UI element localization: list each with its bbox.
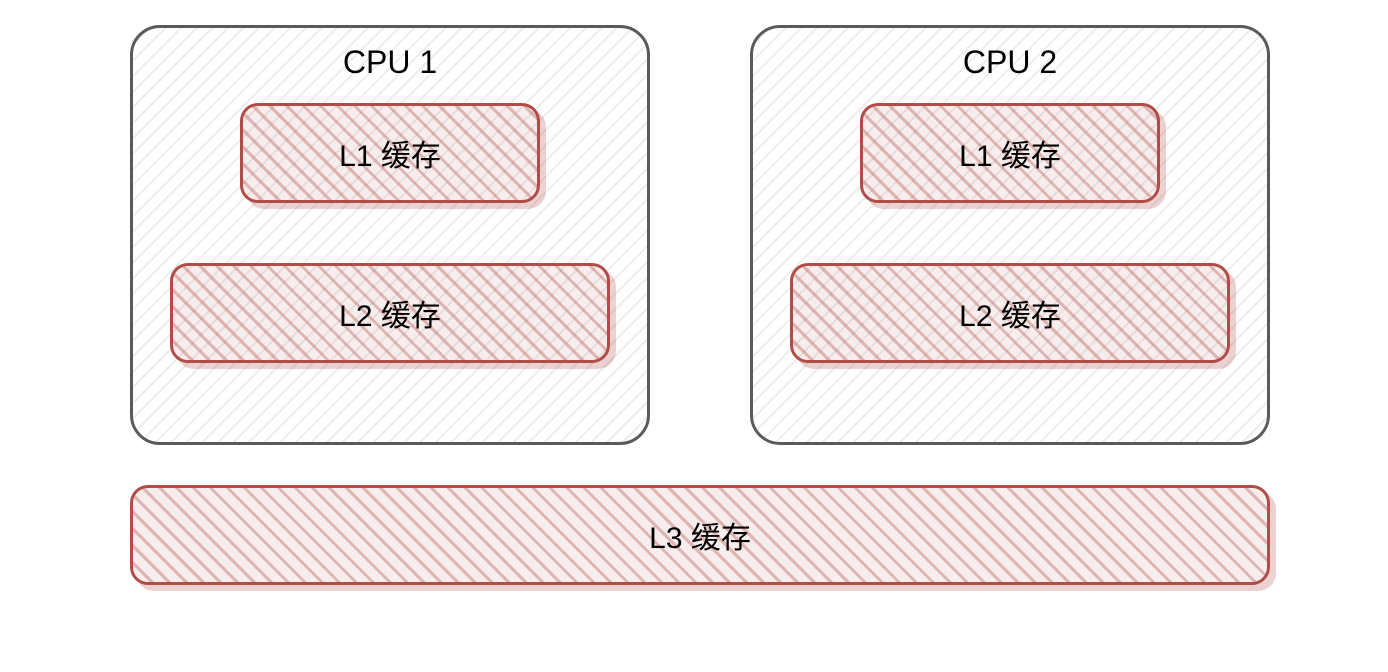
cpu-1-l2-label: L2 缓存 [339,291,441,335]
cpu-1-l1-cache: L1 缓存 [240,103,540,203]
cpu-1-l1-label: L1 缓存 [339,131,441,175]
cpu-2-box: CPU 2 L1 缓存 L2 缓存 [750,25,1270,445]
cpu-1-box: CPU 1 L1 缓存 L2 缓存 [130,25,650,445]
cpu-2-title: CPU 2 [753,44,1267,81]
diagram-container: CPU 1 L1 缓存 L2 缓存 CPU 2 L1 缓存 L2 缓存 L3 缓… [130,25,1270,585]
cpu-2-l1-label: L1 缓存 [959,131,1061,175]
cpu-2-l2-label: L2 缓存 [959,291,1061,335]
cpu-1-l2-cache: L2 缓存 [170,263,610,363]
cpu-row: CPU 1 L1 缓存 L2 缓存 CPU 2 L1 缓存 L2 缓存 [130,25,1270,445]
cpu-2-l1-cache: L1 缓存 [860,103,1160,203]
l3-cache: L3 缓存 [130,485,1270,585]
l3-label: L3 缓存 [649,513,751,557]
cpu-1-title: CPU 1 [133,44,647,81]
cpu-2-l2-cache: L2 缓存 [790,263,1230,363]
